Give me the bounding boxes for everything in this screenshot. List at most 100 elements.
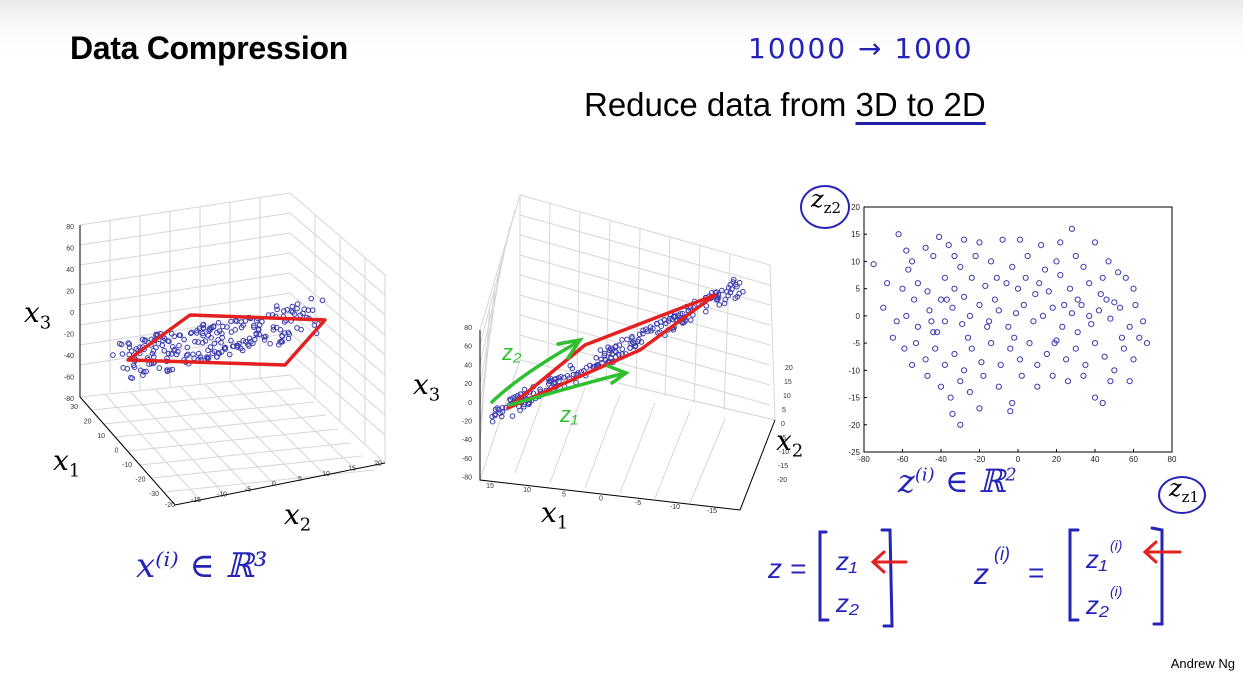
scatter-point — [966, 312, 973, 320]
point-3d — [492, 406, 499, 413]
point-3d — [240, 337, 246, 344]
arrow-z1 — [508, 371, 627, 407]
point-3d — [730, 279, 737, 285]
point-3d — [165, 350, 172, 357]
scatter-2d-x-ticks: -80 -60 -40 -20 0 20 40 60 80 — [858, 449, 1177, 464]
point-3d — [187, 330, 194, 337]
point-3d — [597, 347, 604, 353]
point-3d — [636, 331, 643, 338]
axis-tick-label: -10 — [779, 449, 789, 456]
axis-tick-label: 40 — [464, 362, 472, 369]
scatter-point — [988, 258, 995, 265]
scatter-point — [1091, 394, 1099, 401]
point-3d — [521, 404, 527, 410]
axis-tick-label: 10 — [783, 393, 791, 400]
scatter-point — [895, 231, 902, 238]
axis-tick-label: 0 — [272, 481, 276, 488]
point-3d — [489, 418, 496, 425]
plot3d-middle-basis-arrows — [490, 337, 630, 407]
scatter-point — [980, 372, 987, 379]
point-3d — [251, 324, 257, 331]
point-3d — [140, 336, 146, 343]
axis-tick-label: -5 — [780, 435, 786, 442]
plot3d-middle: z₂ z₁ 80 60 40 20 0 -20 -40 -60 -80 15 10 5 0 -5 -10 -… — [462, 194, 793, 515]
scatter-point — [1030, 318, 1037, 325]
point-3d — [627, 345, 633, 351]
point-3d — [228, 329, 235, 335]
axis-tick-label: 20 — [464, 381, 472, 388]
svg-text:(i): (i) — [1110, 537, 1122, 553]
point-3d — [663, 320, 669, 327]
point-3d — [213, 354, 220, 360]
scatter-point — [1078, 301, 1085, 309]
point-3d — [176, 332, 183, 338]
axis-tick-label: -10 — [670, 504, 680, 511]
scatter-point — [993, 274, 1000, 281]
point-3d — [262, 333, 269, 340]
point-3d — [137, 367, 144, 374]
point-3d — [731, 276, 737, 283]
scatter-point — [995, 307, 1002, 314]
point-3d — [294, 305, 300, 312]
plot3d-left-x2label: x2 — [284, 498, 312, 536]
scatter-point — [1034, 361, 1041, 368]
plot3d-left-plane — [126, 313, 327, 367]
axis-tick-label: -15 — [191, 497, 201, 504]
point-3d — [619, 346, 626, 352]
scatter-point — [880, 304, 887, 311]
point-3d — [125, 340, 131, 346]
scatter-point — [991, 296, 998, 303]
point-3d — [608, 354, 614, 361]
point-3d — [288, 308, 295, 314]
point-3d — [721, 300, 728, 307]
point-3d — [133, 346, 140, 352]
scatter-point — [1005, 323, 1012, 330]
axis-tick-label: -80 — [462, 475, 472, 482]
point-3d — [722, 296, 729, 303]
subtitle-underlined: 3D to 2D — [855, 86, 986, 123]
arrow-label-z2: z₂ — [501, 340, 522, 365]
x-tick-label: 0 — [1016, 455, 1021, 464]
scatter-point — [1111, 299, 1118, 306]
scatter-point — [1034, 383, 1041, 390]
y-tick-label: -15 — [848, 394, 860, 403]
point-3d — [248, 338, 254, 345]
axis-tick-label: 20 — [66, 289, 74, 296]
axis-tick-label: -20 — [64, 332, 74, 339]
point-3d — [199, 339, 206, 346]
scatter-point — [1118, 334, 1125, 341]
scatter-point — [1051, 340, 1058, 347]
point-3d — [218, 349, 225, 355]
scatter-point — [1007, 408, 1014, 415]
x-tick-label: 80 — [1168, 455, 1177, 464]
plot3d-middle-points — [489, 276, 746, 425]
scatter-point — [1105, 258, 1112, 265]
scatter-point — [1122, 274, 1129, 281]
point-3d — [725, 285, 732, 291]
plot3d-middle-zlabel: x3 — [413, 368, 441, 406]
point-3d — [222, 346, 229, 352]
point-3d — [194, 327, 200, 334]
point-3d — [732, 295, 739, 301]
axis-tick-label: -15 — [707, 508, 717, 515]
scatter-point — [951, 285, 958, 292]
point-3d — [220, 323, 226, 330]
arrow-label-z1: z₁ — [559, 402, 578, 427]
point-3d — [713, 297, 720, 303]
point-3d — [210, 323, 217, 329]
point-3d — [215, 337, 221, 343]
point-3d — [173, 351, 180, 358]
scatter-2d-ylabel: zz2 — [811, 185, 842, 217]
point-3d — [184, 344, 191, 351]
axis-tick-label: -20 — [777, 477, 787, 484]
scatter-point — [949, 410, 956, 417]
scatter-point — [914, 280, 922, 287]
point-3d — [168, 330, 175, 337]
scatter-point — [1063, 356, 1070, 363]
scatter-point — [903, 312, 910, 320]
axis-tick-label: -30 — [149, 491, 159, 498]
scatter-point — [924, 288, 931, 295]
point-3d — [216, 328, 223, 334]
scatter-point — [1022, 274, 1029, 281]
scatter-point — [1041, 266, 1049, 273]
